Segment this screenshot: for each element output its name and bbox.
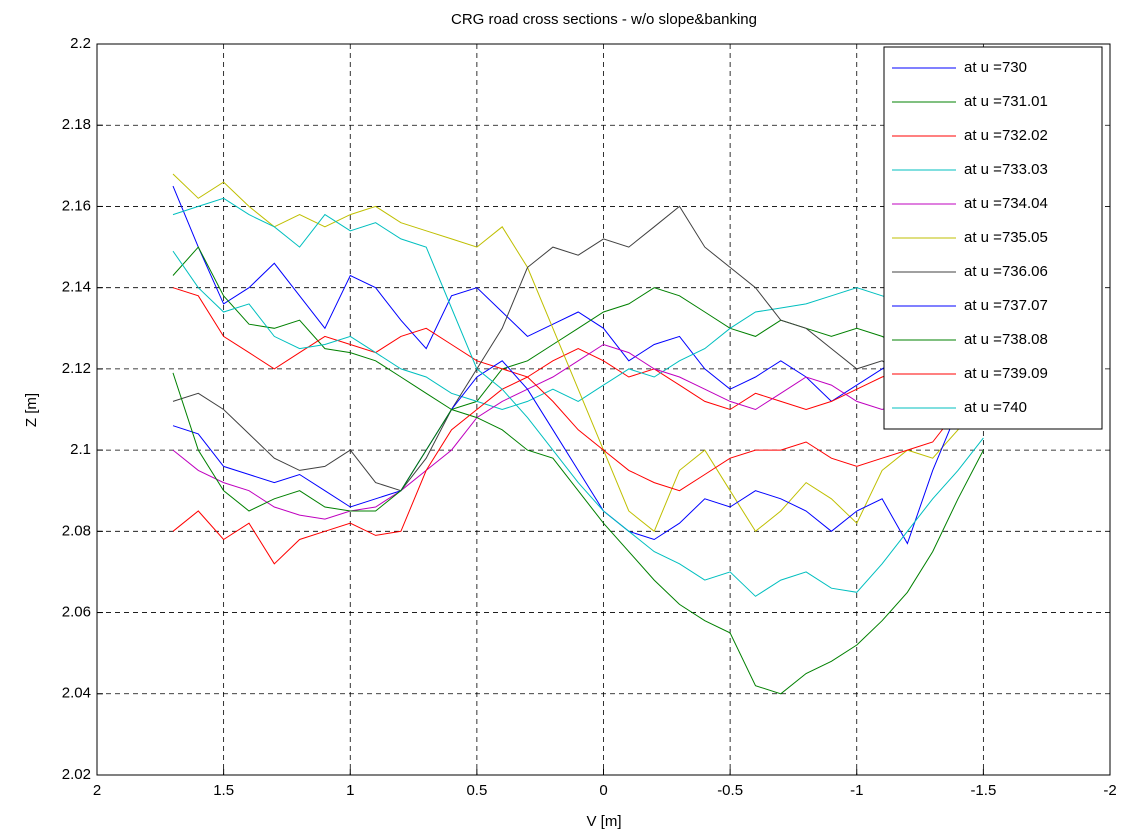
legend-label: at u =730 bbox=[964, 59, 1027, 76]
series-line bbox=[172, 185, 984, 403]
legend-label: at u =732.02 bbox=[964, 127, 1048, 144]
x-tick-label: -2 bbox=[1103, 782, 1116, 799]
series-line bbox=[172, 205, 984, 492]
series-line bbox=[172, 173, 984, 533]
series-line bbox=[172, 250, 984, 411]
legend-label: at u =735.05 bbox=[964, 229, 1048, 246]
y-tick-label: 2.04 bbox=[62, 685, 91, 702]
legend-label: at u =737.07 bbox=[964, 297, 1048, 314]
legend-label: at u =738.08 bbox=[964, 331, 1048, 348]
y-tick-label: 2.12 bbox=[62, 360, 91, 377]
y-tick-label: 2.08 bbox=[62, 522, 91, 539]
y-tick-label: 2.1 bbox=[70, 441, 91, 458]
legend-label: at u =731.01 bbox=[964, 93, 1048, 110]
y-tick-label: 2.18 bbox=[62, 116, 91, 133]
y-tick-label: 2.14 bbox=[62, 279, 91, 296]
x-axis-label: V [m] bbox=[586, 813, 621, 830]
series-line bbox=[172, 343, 984, 520]
axes-box bbox=[96, 43, 1111, 776]
y-axis-label: Z [m] bbox=[23, 393, 40, 427]
legend-label: at u =733.03 bbox=[964, 161, 1048, 178]
y-tick-label: 2.02 bbox=[62, 766, 91, 783]
x-tick-label: 0.5 bbox=[466, 782, 487, 799]
x-tick-label: 0 bbox=[599, 782, 607, 799]
x-tick-label: 2 bbox=[93, 782, 101, 799]
series-line bbox=[172, 246, 984, 411]
x-tick-label: 1.5 bbox=[213, 782, 234, 799]
legend-label: at u =740 bbox=[964, 399, 1027, 416]
x-tick-label: 1 bbox=[346, 782, 354, 799]
x-tick-label: -1 bbox=[850, 782, 863, 799]
legend-label: at u =736.06 bbox=[964, 263, 1048, 280]
legend-label: at u =734.04 bbox=[964, 195, 1048, 212]
x-tick-label: -0.5 bbox=[717, 782, 743, 799]
series-line bbox=[172, 360, 984, 545]
series-line bbox=[172, 376, 984, 565]
series-line bbox=[172, 372, 984, 695]
y-tick-label: 2.06 bbox=[62, 604, 91, 621]
y-tick-label: 2.16 bbox=[62, 197, 91, 214]
chart-title: CRG road cross sections - w/o slope&bank… bbox=[451, 11, 757, 28]
series-line bbox=[172, 197, 984, 597]
x-tick-label: -1.5 bbox=[970, 782, 996, 799]
legend-label: at u =739.09 bbox=[964, 365, 1048, 382]
y-tick-label: 2.2 bbox=[70, 35, 91, 52]
